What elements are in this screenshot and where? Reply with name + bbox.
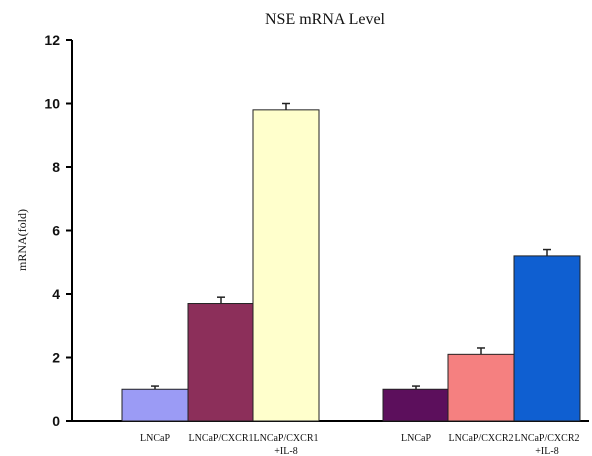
x-tick-label: LNCaP <box>401 433 431 444</box>
x-tick-label: +IL-8 <box>535 446 558 456</box>
x-tick-label: LNCaP/CXCR2 <box>514 433 579 444</box>
y-tick-label: 10 <box>44 96 60 112</box>
bar-3 <box>252 109 320 422</box>
y-tick-label: 2 <box>52 350 60 366</box>
x-tick-label: LNCaP <box>140 433 170 444</box>
y-tick-label: 8 <box>52 159 60 175</box>
y-tick-label: 12 <box>44 32 60 48</box>
bar-4 <box>382 388 450 422</box>
chart-title: NSE mRNA Level <box>265 11 386 28</box>
x-tick-label: +IL-8 <box>274 446 297 456</box>
y-axis-label: mRNA(fold) <box>15 209 29 271</box>
x-tick-label: LNCaP/CXCR1 <box>253 433 318 444</box>
bar-5 <box>447 353 515 422</box>
y-tick-label: 4 <box>52 286 60 302</box>
y-tick-label: 0 <box>52 413 60 429</box>
bars <box>121 102 581 422</box>
bar-6 <box>513 255 581 422</box>
y-tick-label: 6 <box>52 223 60 239</box>
x-tick-label: LNCaP/CXCR2 <box>448 433 513 444</box>
bar-2 <box>187 303 255 422</box>
x-tick-label: LNCaP/CXCR1 <box>188 433 253 444</box>
bar-1 <box>121 388 189 422</box>
x-tick-labels: LNCaP LNCaP/CXCR1 LNCaP/CXCR1 +IL-8 LNCaP LNC… <box>140 433 580 456</box>
